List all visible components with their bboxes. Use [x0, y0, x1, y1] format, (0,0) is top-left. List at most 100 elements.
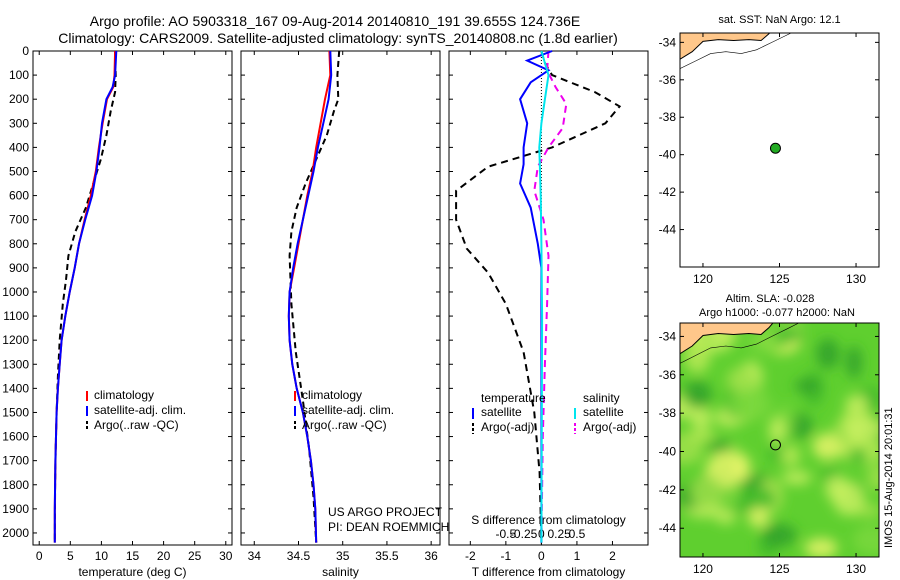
sst-map-panel: -34 -36 -38 -40 -42 -44 120 125 130 sat. SST: NaN…	[659, 14, 880, 286]
argo-float-marker-sla	[769, 439, 781, 451]
depth-tick-label: 100	[9, 68, 29, 82]
sla-blob	[794, 378, 821, 393]
sla-lat-tick-label: -34	[659, 329, 677, 343]
difference-series-line	[455, 50, 622, 543]
salinity-xlabel: salinity	[322, 565, 359, 579]
sla-blob	[768, 416, 786, 444]
difference-x-tick-label: -1	[501, 549, 512, 563]
sst-lon-tick-label: 120	[693, 272, 713, 286]
depth-tick-label: 2000	[2, 526, 29, 540]
temperature-legend-label: climatology	[94, 388, 154, 402]
sla-blob	[715, 510, 737, 524]
sla-lat-tick-label: -42	[659, 483, 677, 497]
depth-tick-label: 1800	[2, 478, 29, 492]
sla-lat-tick-label: -44	[659, 521, 677, 535]
sla-lat-tick-label: -36	[659, 368, 677, 382]
s-diff-tick-label: -0.5	[496, 527, 517, 541]
depth-tick-label: 1100	[3, 309, 29, 323]
sla-blob	[781, 470, 812, 485]
difference-series-line	[538, 50, 550, 543]
salinity-legend-label: Argo(..raw -QC)	[302, 418, 387, 432]
sst-lat-tick-label: -38	[659, 110, 677, 124]
argo-float-marker	[769, 142, 781, 154]
diff-legend-label: Argo(-adj)	[481, 420, 534, 434]
diff-legend-label: satellite	[583, 405, 624, 419]
pi-label: PI: DEAN ROEMMICH	[328, 520, 449, 534]
sla-lat-tick-label: -38	[659, 406, 677, 420]
sla-map-content	[680, 323, 879, 557]
sla-map-title-line1: Altim. SLA: -0.028	[726, 293, 815, 305]
salinity-x-tick-label: 35.5	[375, 549, 399, 563]
depth-tick-label: 500	[9, 164, 29, 178]
sla-blob	[845, 394, 869, 413]
temperature-xlabel: temperature (deg C)	[78, 565, 186, 579]
sst-land	[680, 33, 770, 60]
sla-lon-tick-label: 120	[693, 562, 713, 576]
sla-coastline	[680, 323, 774, 355]
sla-blob	[812, 433, 844, 460]
sla-blob	[683, 380, 712, 409]
salinity-x-tick-label: 34.5	[287, 549, 311, 563]
sla-blob	[728, 388, 772, 421]
depth-tick-label: 1000	[2, 285, 29, 299]
sla-blob	[848, 448, 868, 464]
sla-blob	[804, 538, 838, 557]
sst-lon-tick-label: 130	[846, 272, 866, 286]
sla-lat-tick-label: -40	[659, 445, 677, 459]
difference-series-line	[533, 50, 568, 543]
sst-lat-tick-label: -40	[659, 148, 677, 162]
sla-lon-tick-label: 130	[846, 562, 866, 576]
sla-blob	[852, 524, 879, 555]
temperature-x-tick-label: 5	[67, 549, 74, 563]
sst-isobath	[680, 33, 792, 69]
salinity-x-tick-label: 35	[336, 549, 350, 563]
sla-blob	[816, 338, 840, 369]
temperature-x-tick-label: 0	[36, 549, 43, 563]
salinity-x-tick-label: 34	[248, 549, 262, 563]
depth-tick-label: 1400	[2, 381, 29, 395]
sst-lat-tick-label: -34	[659, 35, 677, 49]
sla-blob	[832, 481, 865, 516]
depth-tick-label: 1300	[2, 357, 29, 371]
sla-blob	[843, 417, 879, 440]
sla-blob	[690, 474, 723, 510]
salinity-legend-label: climatology	[302, 388, 362, 402]
sla-blob	[781, 445, 801, 467]
difference-x-tick-label: 0	[538, 549, 545, 563]
sst-map-title: sat. SST: NaN Argo: 12.1	[718, 14, 840, 26]
sla-lon-tick-label: 125	[769, 562, 789, 576]
diff-legend-label: Argo(-adj)	[583, 420, 636, 434]
salinity-axes-box	[240, 50, 441, 546]
temperature-x-tick-label: 15	[126, 549, 140, 563]
diff-legend-header-temperature: temperature	[481, 391, 546, 405]
temperature-x-tick-label: 30	[219, 549, 233, 563]
difference-x-tick-label: 1	[574, 549, 581, 563]
difference-x-tick-label: -2	[465, 549, 476, 563]
project-label: US ARGO PROJECT	[328, 505, 443, 519]
depth-tick-label: 1600	[2, 430, 29, 444]
difference-x-tick-label: 2	[609, 549, 616, 563]
depth-tick-label: 1700	[2, 454, 29, 468]
temperature-panel: 0100200300400500600700800900100011001200…	[2, 44, 232, 579]
sla-blob	[732, 453, 751, 481]
depth-tick-label: 200	[9, 92, 29, 106]
sla-blob	[687, 428, 716, 441]
temperature-legend-label: Argo(..raw -QC)	[94, 418, 179, 432]
depth-tick-label: 1200	[2, 333, 29, 347]
depth-tick-label: 1500	[2, 405, 29, 419]
sla-map-panel: -34 -36 -38 -40 -42 -44 120 125 130 Altim. SLA: -…	[659, 293, 880, 576]
sla-blob	[738, 486, 777, 511]
difference-panel: -2 -1 0 1 2 T difference from climatology -0.5…	[448, 50, 649, 579]
sla-land	[680, 323, 773, 354]
temperature-series-line	[53, 50, 118, 543]
temperature-series-line	[53, 50, 117, 543]
figure-title-line2: Climatology: CARS2009. Satellite-adjuste…	[58, 30, 618, 46]
sla-blob	[761, 523, 797, 547]
s-diff-tick-label: -0.25	[510, 527, 538, 541]
sla-blob	[846, 346, 862, 379]
sla-isobath	[680, 323, 800, 364]
salinity-x-tick-label: 36	[424, 549, 438, 563]
timestamp-stamp: IMOS 15-Aug-2014 20:01:31	[883, 407, 895, 548]
salinity-legend-label: satellite-adj. clim.	[302, 403, 394, 417]
